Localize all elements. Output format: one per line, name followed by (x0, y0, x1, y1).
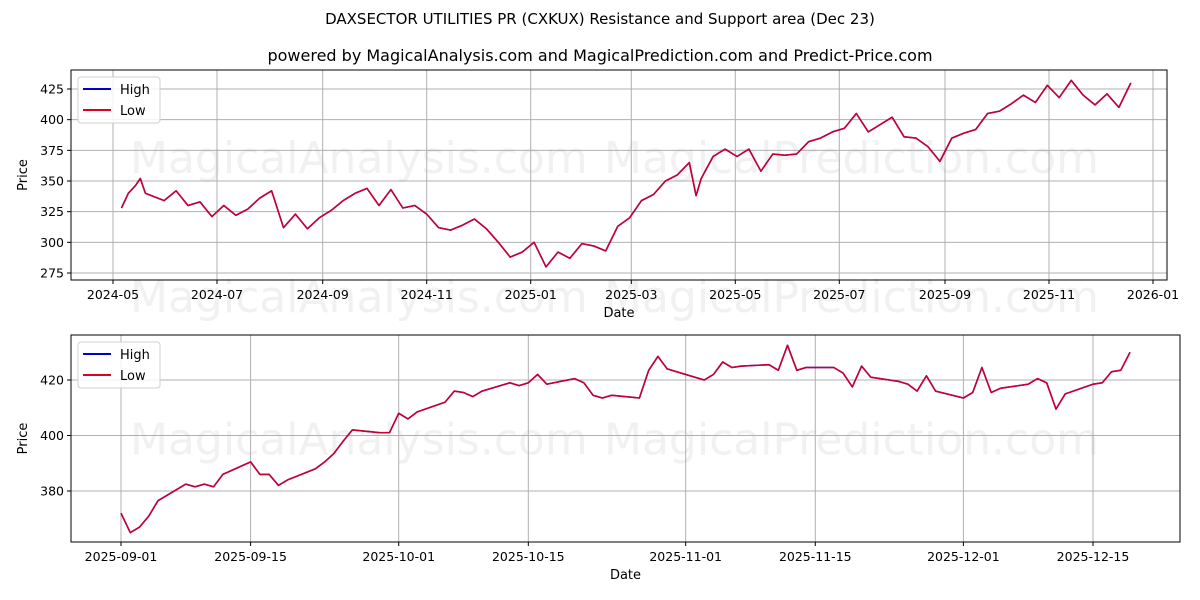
xtick-label: 2024-11 (401, 287, 453, 302)
xtick-label: 2025-05 (709, 287, 761, 302)
xtick-label: 2026-01 (1127, 287, 1179, 302)
xtick-label: 2025-01 (505, 287, 557, 302)
xtick-label: 2024-05 (87, 287, 139, 302)
ytick-label: 425 (40, 82, 64, 97)
chart-subtitle: powered by MagicalAnalysis.com and Magic… (267, 46, 933, 65)
ytick-label: 400 (40, 428, 64, 443)
watermark: MagicalAnalysis.com (130, 415, 588, 466)
watermark: MagicalPrediction.com (604, 415, 1099, 466)
legend: High Low (77, 341, 161, 389)
xtick-label: 2025-10-01 (362, 549, 435, 564)
x-axis-label: Date (603, 306, 634, 321)
chart-panel-2: MagicalAnalysis.com MagicalPrediction.com… (16, 334, 1181, 583)
ytick-label: 275 (40, 266, 64, 281)
xtick-label: 2025-09-15 (214, 549, 287, 564)
xtick-label: 2025-10-15 (492, 549, 565, 564)
legend-label-low: Low (120, 104, 146, 119)
xtick-label: 2025-11-15 (779, 549, 852, 564)
ytick-label: 300 (40, 235, 64, 250)
legend: High Low (77, 76, 161, 124)
watermark: MagicalPrediction.com (604, 133, 1099, 184)
xtick-label: 2024-07 (191, 287, 243, 302)
xtick-label: 2025-12-15 (1057, 549, 1130, 564)
xtick-label: 2025-11 (1023, 287, 1075, 302)
ytick-label: 375 (40, 143, 64, 158)
y-axis-label: Price (16, 423, 31, 455)
legend-label-high: High (120, 348, 150, 363)
series-low-line (120, 344, 1131, 534)
legend-label-low: Low (120, 369, 146, 384)
y-axis-label: Price (16, 159, 31, 191)
xtick-label: 2025-11-01 (649, 549, 722, 564)
ytick-label: 350 (40, 174, 64, 189)
plot-frame (70, 69, 1168, 281)
legend-label-high: High (120, 83, 150, 98)
chart-title: DAXSECTOR UTILITIES PR (CXKUX) Resistanc… (325, 10, 875, 28)
xtick-label: 2025-07 (813, 287, 865, 302)
xtick-label: 2025-03 (605, 287, 657, 302)
x-axis-label: Date (610, 568, 641, 583)
watermark: MagicalAnalysis.com (130, 133, 588, 184)
plot-frame (70, 334, 1181, 543)
ytick-label: 420 (40, 373, 64, 388)
ytick-label: 380 (40, 484, 64, 499)
series-low-line (120, 79, 1132, 268)
ytick-label: 400 (40, 112, 64, 127)
chart-panel-1: MagicalAnalysis.com MagicalPrediction.com… (16, 69, 1179, 323)
ytick-label: 325 (40, 204, 64, 219)
xtick-label: 2024-09 (297, 287, 349, 302)
xtick-label: 2025-09-01 (85, 549, 158, 564)
xtick-label: 2025-09 (919, 287, 971, 302)
xtick-label: 2025-12-01 (927, 549, 1000, 564)
